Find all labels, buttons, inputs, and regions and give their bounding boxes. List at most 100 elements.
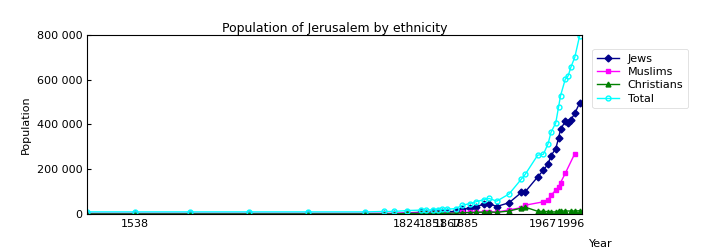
Christians <box>380 212 389 215</box>
Total <box>551 122 560 124</box>
Muslims <box>304 212 312 215</box>
Total <box>245 210 253 213</box>
Christians <box>566 209 575 212</box>
Total <box>186 210 194 213</box>
Jews <box>186 212 194 215</box>
Total <box>492 200 501 203</box>
Christians <box>186 212 194 215</box>
Total <box>575 35 584 38</box>
Jews <box>571 112 579 115</box>
Christians <box>458 211 467 214</box>
Christians <box>437 212 446 215</box>
Total <box>466 202 475 205</box>
Christians <box>443 212 451 215</box>
Christians <box>534 210 542 213</box>
Total <box>451 207 460 210</box>
Jews <box>521 190 530 193</box>
Muslims <box>458 211 467 214</box>
Jews <box>534 176 542 179</box>
Total <box>554 105 563 108</box>
Christians <box>544 210 553 213</box>
Jews <box>83 212 92 215</box>
Muslims <box>561 172 569 175</box>
Jews <box>485 202 494 205</box>
Muslims <box>551 189 560 192</box>
Christians <box>130 212 139 215</box>
Christians <box>429 212 438 215</box>
Total <box>563 74 572 77</box>
Muslims <box>186 212 194 215</box>
Jews <box>245 212 253 215</box>
Total <box>433 208 442 211</box>
Jews <box>561 120 569 123</box>
Muslims <box>403 211 411 214</box>
Muslims <box>429 211 438 214</box>
Jews <box>443 210 451 213</box>
Total <box>429 208 438 211</box>
Muslims <box>554 186 563 188</box>
Muslims <box>544 198 553 201</box>
Christians <box>575 209 584 212</box>
Christians <box>556 209 565 212</box>
Total <box>561 78 569 81</box>
Jews <box>556 128 565 131</box>
Muslims <box>83 212 92 215</box>
Line: Christians: Christians <box>85 205 582 216</box>
Total <box>437 208 446 211</box>
Total <box>534 154 542 157</box>
Total <box>443 208 451 211</box>
Muslims <box>380 212 389 215</box>
Christians <box>505 209 513 212</box>
Jews <box>551 147 560 150</box>
Muslims <box>492 211 501 214</box>
Muslims <box>466 211 475 214</box>
Christians <box>416 212 425 215</box>
Christians <box>433 212 442 215</box>
Jews <box>433 210 442 213</box>
Jews <box>422 211 431 214</box>
Total <box>416 209 425 212</box>
Y-axis label: Population: Population <box>21 95 31 154</box>
Christians <box>571 209 579 212</box>
Muslims <box>443 211 451 214</box>
Muslims <box>556 181 565 184</box>
Muslims <box>451 211 460 214</box>
Christians <box>521 206 530 209</box>
Jews <box>492 205 501 208</box>
Christians <box>480 211 488 214</box>
Total <box>556 94 565 97</box>
Text: Year: Year <box>590 239 613 249</box>
Total <box>547 131 555 134</box>
Total <box>571 56 579 59</box>
Total <box>517 178 526 181</box>
Christians <box>245 212 253 215</box>
Christians <box>539 210 547 213</box>
Jews <box>563 121 572 124</box>
Line: Total: Total <box>85 34 582 214</box>
Jews <box>480 203 488 206</box>
Jews <box>130 212 139 215</box>
Total <box>130 210 139 213</box>
Total <box>304 210 312 213</box>
Christians <box>466 211 475 214</box>
Total <box>566 65 575 68</box>
Christians <box>517 207 526 210</box>
Total <box>389 210 398 213</box>
Jews <box>505 201 513 204</box>
Jews <box>517 191 526 194</box>
Line: Muslims: Muslims <box>85 151 577 216</box>
Jews <box>547 154 555 157</box>
Title: Population of Jerusalem by ethnicity: Population of Jerusalem by ethnicity <box>222 22 448 35</box>
Christians <box>451 211 460 214</box>
Muslims <box>505 208 513 211</box>
Christians <box>561 209 569 212</box>
Jews <box>554 136 563 139</box>
Jews <box>451 210 460 213</box>
Jews <box>380 212 389 215</box>
Total <box>480 198 488 201</box>
Jews <box>389 212 398 215</box>
Jews <box>304 212 312 215</box>
Muslims <box>433 211 442 214</box>
Total <box>361 210 370 213</box>
Total <box>544 142 553 145</box>
